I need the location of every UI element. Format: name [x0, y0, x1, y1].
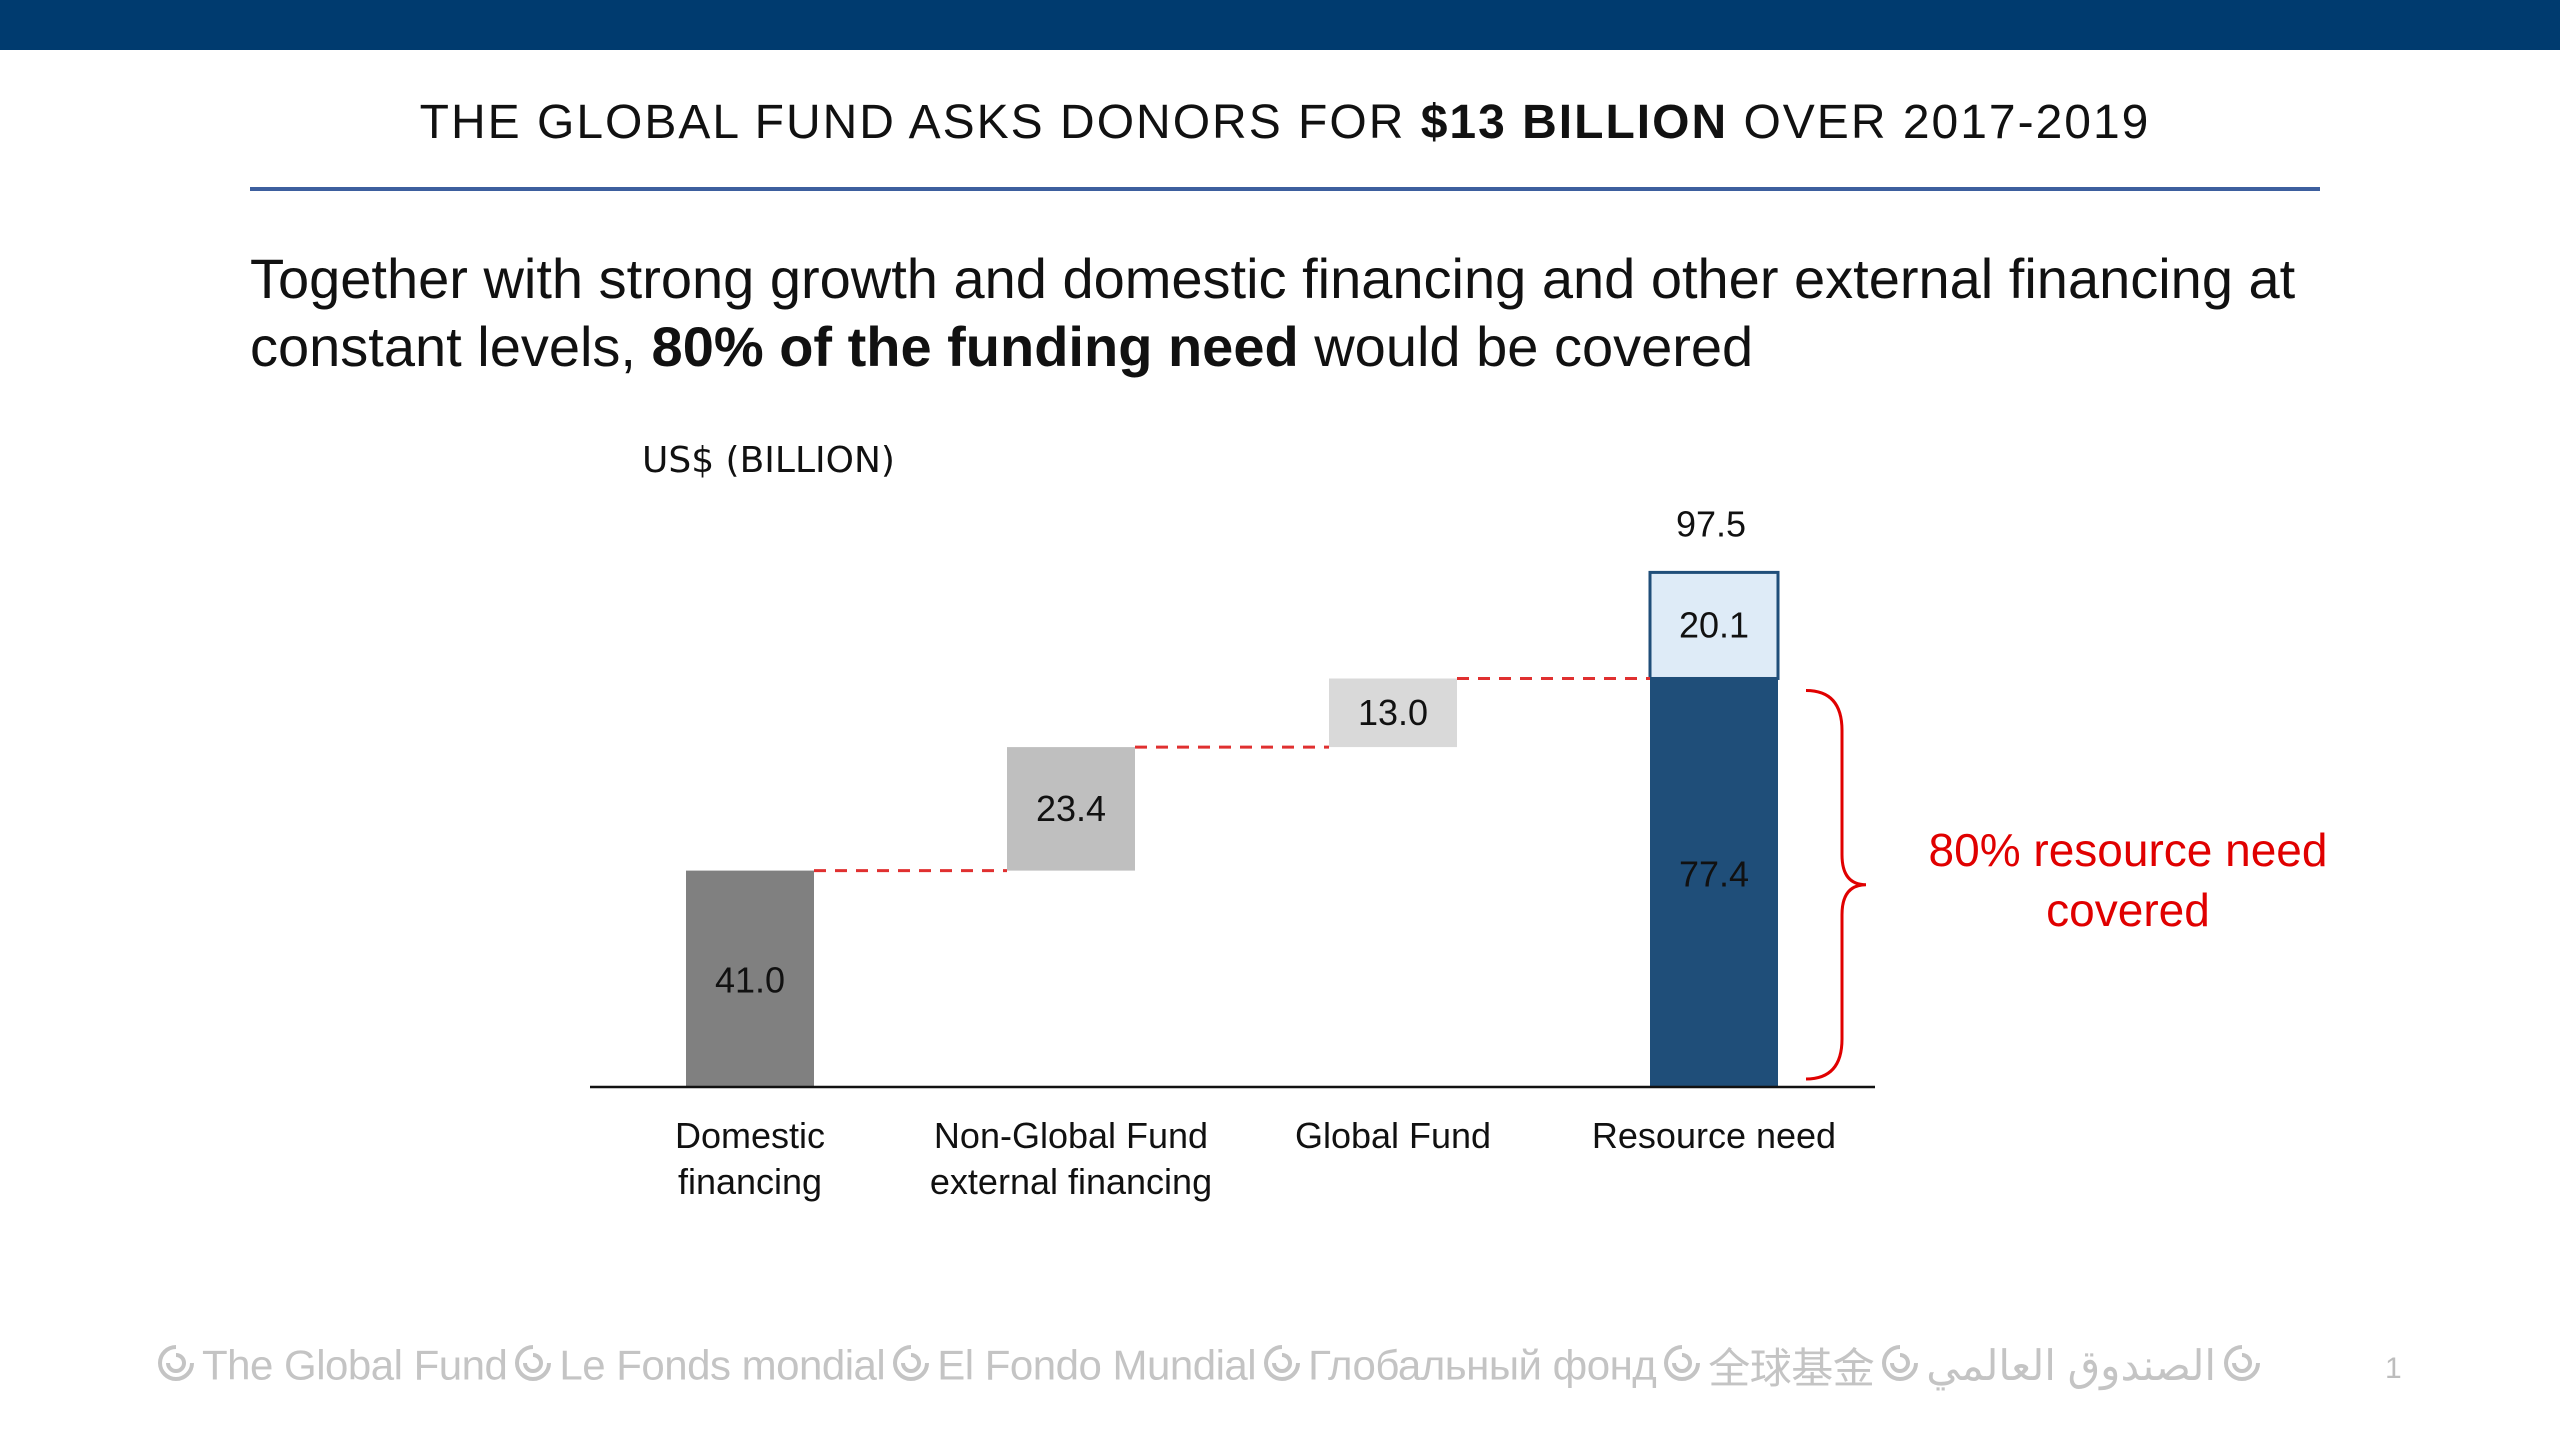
category-label: Non-Global Fund [934, 1115, 1208, 1156]
bar-value-label: 41.0 [715, 960, 785, 1001]
category-label: financing [678, 1161, 822, 1202]
segment-value-label: 77.4 [1679, 853, 1749, 894]
bar-value-label: 13.0 [1358, 692, 1428, 733]
bar-3 [1329, 678, 1457, 748]
bar-value-label: 23.4 [1036, 788, 1106, 829]
footer-logo-name: 全球基金 [1708, 1345, 1875, 1392]
global-fund-swirl-icon [1664, 1344, 1701, 1381]
category-label: external financing [930, 1161, 1212, 1202]
category-label: Global Fund [1295, 1115, 1491, 1156]
title-divider [250, 187, 2320, 191]
global-fund-swirl-icon [158, 1344, 194, 1381]
global-fund-swirl-icon [2224, 1344, 2261, 1381]
coverage-annotation: covered [2046, 884, 2210, 936]
category-label: Resource need [1592, 1115, 1836, 1156]
y-axis-unit-label: US$ (BILLION) [642, 440, 895, 481]
segment-value-label: 20.1 [1679, 604, 1749, 645]
global-fund-swirl-icon [1882, 1344, 1919, 1381]
footer-logo-name: Глобальный фонд [1308, 1341, 1657, 1389]
slide-subtitle: Together with strong growth and domestic… [250, 247, 2296, 378]
total-value-label: 97.5 [1676, 503, 1746, 544]
footer-logo-name: The Global Fund [202, 1341, 508, 1389]
footer-logo-name: El Fondo Mundial [937, 1341, 1257, 1389]
coverage-brace [1805, 688, 1867, 1081]
category-label: Domestic [675, 1115, 825, 1156]
page-number: 1 [2385, 1352, 2402, 1385]
footer-logo-name: Le Fonds mondial [559, 1341, 886, 1389]
slide-title: THE GLOBAL FUND ASKS DONORS FOR $13 BILL… [419, 96, 2151, 149]
coverage-annotation: 80% resource need [1929, 824, 2328, 876]
global-fund-swirl-icon [1264, 1344, 1301, 1381]
total-segment-1 [1650, 678, 1778, 1087]
top-banner [0, 0, 2560, 50]
global-fund-swirl-icon [515, 1344, 552, 1381]
total-segment-2 [1648, 570, 1780, 680]
footer-logo-name: الصندوق العالمي [1926, 1342, 2217, 1389]
bar-1 [686, 870, 814, 1087]
global-fund-swirl-icon [893, 1344, 930, 1381]
bar-2 [1007, 747, 1135, 871]
footer-logo-strip: The Global Fund Le Fonds mondial El Fondo … [150, 1335, 2300, 1395]
